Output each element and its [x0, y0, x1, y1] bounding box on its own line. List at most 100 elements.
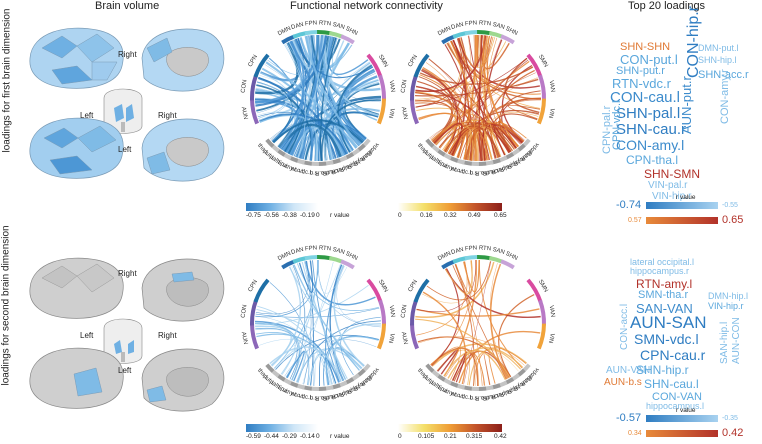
chord-arc-rtn: [477, 30, 492, 36]
chord-link: [255, 34, 319, 104]
chord-label-aun: AUN: [240, 331, 248, 345]
chord-label-amy-l: amy.L: [441, 162, 459, 174]
chord-label-dan: DAN: [291, 247, 305, 256]
chord-label-vin: VIN: [387, 108, 395, 119]
chord-arc-van: [538, 74, 546, 101]
chord-link: [415, 261, 495, 318]
chord-link: [416, 308, 540, 317]
wordcloud-term: SMN-vdc.l: [634, 331, 699, 347]
chord-label-shn: SHN: [344, 251, 358, 262]
colorbar-tick: 0: [316, 433, 320, 440]
chord-label-vdc-l: vdc.L: [458, 168, 474, 176]
chord-arc-tha-l: [425, 363, 435, 373]
chord-link: [482, 39, 503, 161]
colorbar-row1-negative: [246, 203, 318, 211]
colorbar-tick: 0.315: [466, 433, 483, 440]
chord-label-vin: VIN: [547, 108, 555, 119]
chord-link: [293, 264, 360, 371]
brain-lateral-right-top-2: [29, 257, 124, 319]
chord-label-cpn: CPN: [248, 54, 259, 68]
chord-link: [273, 259, 319, 369]
chord-link: [336, 265, 381, 326]
wordcloud-term: SHN-hip.r: [636, 363, 689, 377]
wordcloud-term: VIN-pal.r: [648, 180, 688, 191]
small-colorbar-neg-2: [646, 415, 718, 422]
wordcloud-term: CON-amy.l: [616, 137, 685, 153]
colorbar-tick: -0.44: [264, 433, 279, 440]
chord-arc-cpn: [413, 278, 430, 303]
wordcloud-term: SAN-VAN: [636, 301, 693, 316]
chord-link: [318, 260, 348, 294]
wordcloud-term: SHN-cau.l: [644, 377, 699, 391]
colorbar-tick: -0.19: [300, 212, 315, 219]
chord-label-pal-r: pal.R: [497, 162, 513, 173]
chord-label-rtn: RTN: [319, 245, 332, 252]
chord-link: [289, 265, 305, 380]
small-colorbar-pos-1: [646, 217, 718, 224]
chord-label-tha-r: tha.R: [314, 394, 329, 401]
chord-link: [285, 264, 341, 378]
chord-link: [465, 122, 525, 160]
chord-label-smn: SMN: [537, 279, 549, 294]
chord-link: [468, 349, 522, 386]
chord-label-shn: SHN: [344, 26, 358, 37]
chord-link: [504, 57, 540, 114]
chord-arc-shn: [340, 34, 355, 45]
chord-link: [269, 282, 315, 386]
chord-link: [455, 263, 483, 386]
chord-arc-dan: [292, 31, 308, 39]
chord-link: [443, 349, 506, 381]
chord-link: [321, 99, 381, 161]
chord-link: [430, 122, 468, 160]
chord-link: [255, 320, 340, 383]
chord-arc-tha-l: [265, 363, 275, 373]
chord-link: [272, 119, 364, 144]
chord-link: [416, 261, 468, 336]
chord-label-aun: AUN: [400, 331, 408, 345]
label-right-1b: Right: [158, 111, 177, 120]
chord-link: [288, 266, 362, 369]
header-brain-volume: Brain volume: [95, 0, 160, 12]
label-right-2a: Right: [118, 269, 137, 278]
wordcloud-term: AUN-SAN: [630, 313, 707, 332]
chord-link: [421, 69, 459, 153]
colorbar-tick: 0.42: [494, 433, 507, 440]
chord-arc-dmn: [281, 259, 296, 270]
chord-label-van: VAN: [548, 305, 556, 318]
chord-label-acc-l: acc.L: [450, 166, 466, 176]
row-label-second: loadings for second brain dimension: [0, 225, 12, 386]
chord-link: [271, 266, 302, 367]
chord-label-smn: SMN: [537, 54, 549, 69]
chord-label-vin: VIN: [547, 333, 555, 344]
chord-link: [475, 34, 479, 68]
chord-label-tha-r: tha.R: [474, 394, 489, 401]
small-cb-pos-max-2: 0.42: [722, 427, 744, 439]
chord-label-smn: SMN: [377, 279, 389, 294]
chord-link: [478, 260, 523, 369]
chord-link: [269, 346, 342, 382]
chord-label-con: CON: [240, 304, 248, 318]
chord-link: [415, 78, 539, 97]
chord-arc-san: [328, 256, 344, 264]
chord-label-fpn: FPN: [465, 20, 478, 27]
chord-arc-aun: [410, 98, 420, 125]
chord-label-cau-r: cau.R: [321, 392, 338, 401]
chord-link: [327, 125, 353, 160]
chord-link: [255, 332, 310, 386]
wordcloud-term: AUN-CON: [731, 317, 742, 364]
colorbar-tick: -0.59: [246, 433, 261, 440]
colorbar-tick: 0: [316, 212, 320, 219]
chord-arc-dan: [452, 31, 468, 39]
header-top20: Top 20 loadings: [628, 0, 706, 12]
chord-arc-vin: [536, 98, 546, 125]
chord-label-fpn: FPN: [305, 245, 318, 252]
wordcloud-term: DMN-hip.l: [708, 291, 749, 301]
chord-link: [265, 61, 358, 149]
chord-link: [292, 35, 312, 69]
chord-label-hip-l: hip.L: [435, 384, 450, 396]
chord-link: [284, 125, 303, 154]
chord-link: [447, 347, 524, 379]
colorbar-tick: 0.32: [444, 212, 457, 219]
chord-label-cpn: CPN: [408, 279, 419, 293]
wordcloud-term: RTN-amy.l: [636, 277, 693, 291]
